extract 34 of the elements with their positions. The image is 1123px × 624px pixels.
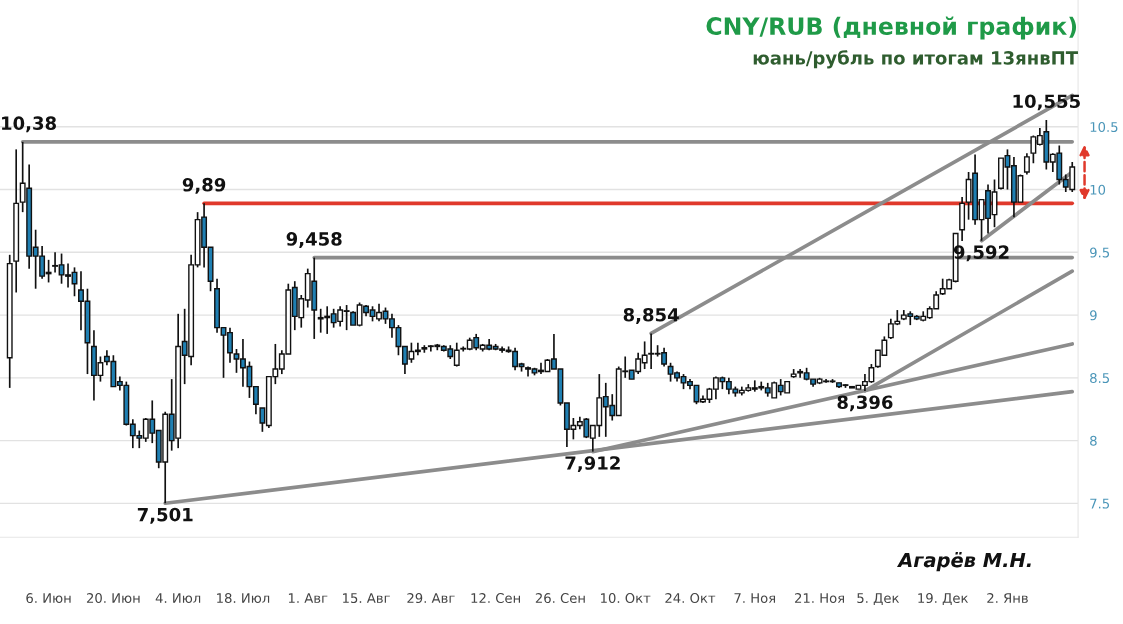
x-tick-label: 12. Сен <box>471 593 520 604</box>
x-tick-label: 5. Дек <box>857 593 900 605</box>
x-tick-label: 18. Июл <box>217 593 270 604</box>
text: юань/рубль по итогам 13янвПТ <box>753 50 1078 69</box>
y-tick-label: 10 <box>1090 184 1106 195</box>
annotation: 8,396 <box>837 395 893 412</box>
x-tick-label: 20. Июн <box>86 593 140 604</box>
x-tick-label: 24. Окт <box>665 593 716 604</box>
text: Агарёв М.Н. <box>896 552 1031 572</box>
annotation: 9,89 <box>182 177 226 194</box>
x-tick-label: 6. Июн <box>26 593 71 604</box>
annotation: 10,38 <box>2 116 56 133</box>
x-tick-label: 2. Янв <box>987 593 1028 603</box>
x-tick-label: 29. Авг <box>407 593 455 604</box>
annotation: 7,912 <box>565 456 620 473</box>
x-tick-label: 19. Дек <box>918 593 969 605</box>
annotation: 7,501 <box>137 507 193 524</box>
x-tick-label: 4. Июл <box>155 593 201 604</box>
annotation: 8,854 <box>623 307 679 324</box>
y-tick-label: 10.5 <box>1090 122 1118 132</box>
x-tick-label: 15. Авг <box>343 593 390 604</box>
annotation: 9,458 <box>286 232 342 249</box>
x-tick-label: 21. Ноя <box>794 593 845 604</box>
y-tick-label: 7.5 <box>1090 498 1110 509</box>
x-tick-label: 26. Сен <box>535 593 585 604</box>
y-tick-label: 8 <box>1090 435 1097 446</box>
y-tick-label: 8.5 <box>1090 373 1110 384</box>
text: CNY/RUB (дневной график) <box>706 16 1077 40</box>
x-tick-label: 7. Ноя <box>734 593 776 604</box>
y-tick-label: 9.5 <box>1090 247 1110 258</box>
y-tick-label: 9 <box>1090 310 1097 321</box>
x-tick-label: 10. Окт <box>601 593 651 604</box>
annotation: 10,555 <box>1013 94 1080 111</box>
x-tick-label: 1. Авг <box>288 593 328 603</box>
